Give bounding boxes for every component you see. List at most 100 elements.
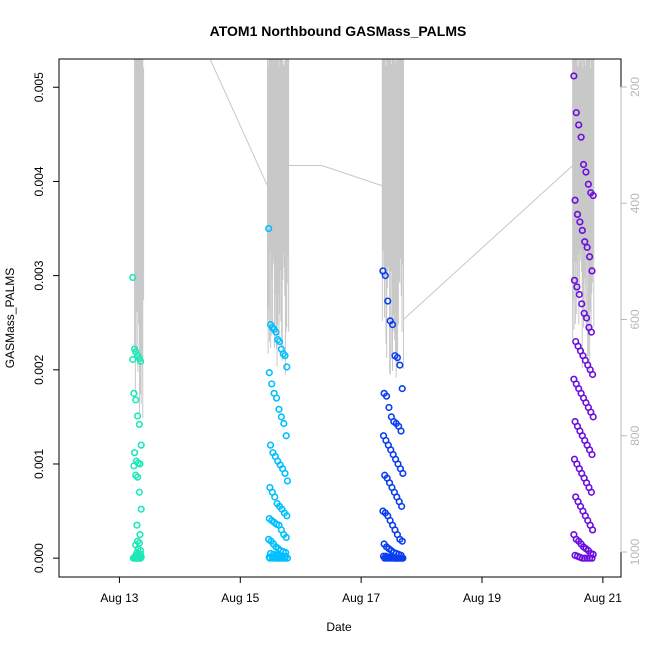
data-point: [381, 272, 389, 280]
data-point: [275, 405, 283, 413]
data-point: [393, 353, 402, 362]
data-point: [399, 469, 407, 478]
data-point: [588, 370, 597, 379]
y-tick-label: 0.005: [32, 72, 46, 102]
data-point: [283, 512, 291, 520]
grey-trace-layer: [134, 58, 595, 418]
data-point: [587, 328, 595, 336]
data-point: [130, 389, 138, 397]
x-tick-label: Aug 17: [342, 591, 380, 605]
x-tick-label: Aug 15: [221, 591, 259, 605]
y-axis: 0.000 0.001 0.002 0.003 0.004 0.005: [32, 72, 59, 573]
data-point: [588, 450, 596, 459]
data-point: [589, 191, 597, 200]
data-point: [266, 441, 275, 449]
data-point: [137, 505, 145, 513]
data-point: [398, 502, 406, 510]
data-point: [588, 267, 596, 275]
data-point: [132, 348, 140, 356]
y-tick-label: 0.001: [32, 449, 46, 479]
data-point: [589, 413, 597, 421]
data-point: [572, 109, 580, 117]
data-point: [570, 72, 578, 80]
grey-trace-connector: [403, 165, 573, 320]
data-point: [585, 253, 594, 261]
data-point: [385, 403, 393, 412]
data-point: [265, 369, 273, 377]
data-point: [398, 385, 406, 393]
data-point: [272, 394, 281, 402]
data-point: [268, 380, 276, 388]
data-point: [583, 243, 591, 251]
data-point: [571, 196, 579, 204]
data-point: [278, 554, 286, 562]
data-point: [281, 554, 289, 562]
data-point: [133, 473, 142, 481]
x-tick-label: Aug 13: [100, 591, 138, 605]
data-point: [280, 419, 288, 428]
data-point: [129, 273, 137, 282]
chart-title: ATOM1 Northbound GASMass_PALMS: [210, 23, 467, 39]
right-tick-label: 200: [628, 77, 642, 97]
y-tick-label: 0.000: [32, 543, 46, 573]
data-point: [382, 392, 391, 400]
data-point: [129, 355, 137, 364]
data-point: [281, 352, 289, 360]
data-point: [581, 238, 589, 246]
data-point: [573, 210, 582, 218]
data-point: [136, 460, 144, 468]
x-tick-label: Aug 19: [463, 591, 501, 605]
data-point: [575, 290, 583, 299]
data-point: [136, 554, 144, 562]
data-point: [573, 283, 581, 291]
y-axis-label: GASMass_PALMS: [3, 268, 17, 368]
data-point: [137, 441, 145, 449]
right-tick-label: 400: [628, 193, 642, 213]
y-tick-label: 0.003: [32, 260, 46, 290]
data-point: [130, 449, 139, 457]
data-point: [135, 420, 143, 429]
data-point: [579, 160, 588, 169]
data-point: [135, 488, 143, 496]
data-point: [576, 218, 584, 226]
x-axis: Aug 13 Aug 15 Aug 17 Aug 19 Aug 21: [100, 576, 622, 605]
data-point: [577, 133, 585, 141]
data-points-layer: [129, 72, 597, 562]
data-point: [282, 432, 290, 440]
data-point: [136, 357, 145, 365]
data-point: [395, 554, 403, 562]
data-point: [281, 469, 289, 478]
right-axis: 200 400 600 800 1000: [620, 77, 642, 565]
data-point: [132, 396, 140, 404]
right-tick-label: 1000: [628, 538, 642, 565]
data-point: [578, 300, 586, 308]
data-point: [133, 521, 141, 529]
data-point: [585, 554, 594, 562]
data-point: [271, 493, 279, 501]
data-point: [578, 226, 586, 235]
x-tick-label: Aug 21: [584, 591, 622, 605]
data-point: [398, 554, 406, 562]
y-tick-label: 0.002: [32, 354, 46, 384]
data-point: [384, 297, 392, 305]
data-point: [588, 526, 597, 534]
data-point: [575, 121, 583, 129]
data-point: [397, 427, 405, 435]
data-point: [588, 554, 596, 562]
data-point: [283, 477, 292, 485]
data-point: [283, 363, 291, 371]
data-point: [133, 412, 142, 420]
data-point: [136, 531, 144, 539]
x-axis-label: Date: [326, 620, 352, 634]
data-point: [582, 314, 591, 322]
data-point: [277, 413, 285, 421]
data-point: [584, 180, 592, 188]
data-point: [275, 337, 284, 346]
data-point: [388, 320, 397, 329]
data-point: [130, 462, 138, 470]
data-point: [570, 276, 579, 284]
y-tick-label: 0.004: [32, 166, 46, 196]
right-tick-label: 600: [628, 309, 642, 329]
right-tick-label: 800: [628, 425, 642, 445]
